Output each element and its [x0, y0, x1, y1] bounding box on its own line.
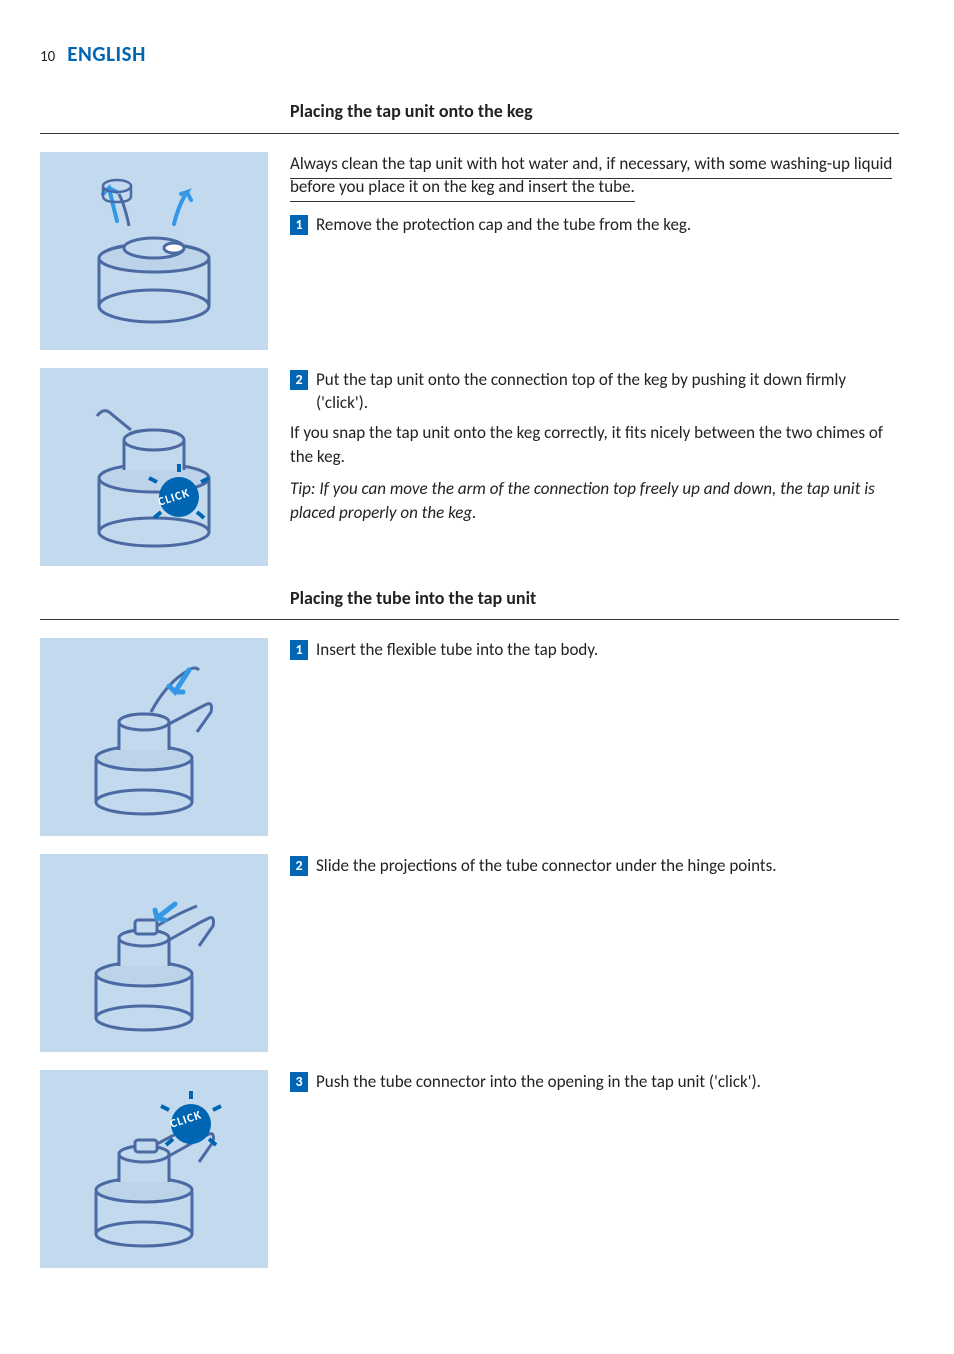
step-text-col: 2 Slide the projections of the tube conn… — [290, 854, 899, 884]
page-number: 10 — [40, 47, 55, 68]
step-text-col: 1 Insert the flexible tube into the tap … — [290, 638, 899, 668]
step-text: Remove the protection cap and the tube f… — [316, 213, 899, 237]
step-paragraph: If you snap the tap unit onto the keg co… — [290, 421, 899, 469]
heading-rule — [40, 619, 899, 620]
keg-remove-cap-icon — [79, 166, 229, 336]
language-title: ENGLISH — [67, 40, 146, 69]
tap-slide-connector-icon — [79, 868, 229, 1038]
step-text: Slide the projections of the tube connec… — [316, 854, 899, 878]
step-text-col: 2 Put the tap unit onto the connection t… — [290, 368, 899, 525]
illustration-slide-connector — [40, 854, 268, 1052]
page-header: 10 ENGLISH — [40, 40, 899, 69]
step-row: Always clean the tap unit with hot water… — [40, 152, 899, 350]
section-placing-tube: Placing the tube into the tap unit — [40, 586, 899, 1268]
step-text-col: Always clean the tap unit with hot water… — [290, 152, 899, 243]
step-row: 2 Slide the projections of the tube conn… — [40, 854, 899, 1052]
step-number-badge: 1 — [290, 640, 308, 660]
heading-rule — [40, 133, 899, 134]
step-text: Push the tube connector into the opening… — [316, 1070, 899, 1094]
step-row: CLICK 3 Push the tube connector into the… — [40, 1070, 899, 1268]
step-row: 1 Insert the flexible tube into the tap … — [40, 638, 899, 836]
illustration-remove-cap — [40, 152, 268, 350]
step-number-badge: 2 — [290, 370, 308, 390]
section-placing-tap-unit: Placing the tap unit onto the keg — [40, 99, 899, 565]
step-text: Put the tap unit onto the connection top… — [316, 368, 899, 416]
manual-page: 10 ENGLISH Placing the tap unit onto the… — [0, 0, 954, 1328]
step-number-badge: 2 — [290, 856, 308, 876]
section-heading: Placing the tube into the tap unit — [290, 586, 899, 615]
tap-push-click-icon — [79, 1084, 229, 1254]
keg-click-icon — [79, 382, 229, 552]
tip-text: Tip: If you can move the arm of the conn… — [290, 477, 899, 525]
step-number-badge: 1 — [290, 215, 308, 235]
intro-text: Always clean the tap unit with hot water… — [290, 153, 892, 203]
step-text-col: 3 Push the tube connector into the openi… — [290, 1070, 899, 1100]
illustration-push-connector-click: CLICK — [40, 1070, 268, 1268]
step-number-badge: 3 — [290, 1072, 308, 1092]
section-heading: Placing the tap unit onto the keg — [290, 99, 899, 128]
step-row: CLICK 2 Put the tap unit onto the connec… — [40, 368, 899, 566]
step-text: Insert the flexible tube into the tap bo… — [316, 638, 899, 662]
tap-insert-tube-icon — [79, 652, 229, 822]
illustration-click-tap-unit: CLICK — [40, 368, 268, 566]
illustration-insert-tube — [40, 638, 268, 836]
